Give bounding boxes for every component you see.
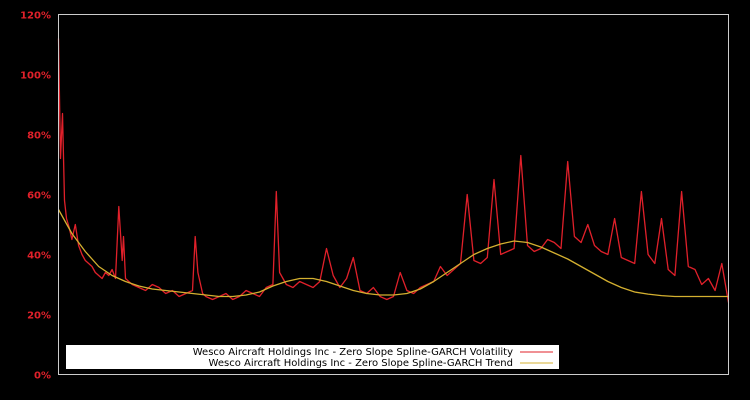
y-tick-label: 40% — [27, 251, 51, 262]
legend-label-trend: Wesco Aircraft Holdings Inc - Zero Slope… — [209, 358, 513, 369]
legend-label-volatility: Wesco Aircraft Holdings Inc - Zero Slope… — [193, 347, 513, 358]
y-tick-label: 80% — [27, 131, 51, 142]
plot-frame — [58, 14, 729, 375]
legend-box — [66, 345, 559, 369]
y-axis-tick-labels: 0% 20% 40% 60% 80% 100% 120% — [20, 11, 51, 382]
plot-series — [57, 38, 730, 303]
y-tick-label: 100% — [20, 71, 51, 82]
trend-line — [57, 209, 729, 298]
legend: Wesco Aircraft Holdings Inc - Zero Slope… — [66, 345, 559, 369]
y-tick-label: 120% — [20, 11, 51, 22]
y-tick-label: 60% — [27, 191, 51, 202]
volatility-line — [57, 38, 730, 303]
y-tick-label: 20% — [27, 311, 51, 322]
y-tick-label: 0% — [34, 371, 51, 382]
